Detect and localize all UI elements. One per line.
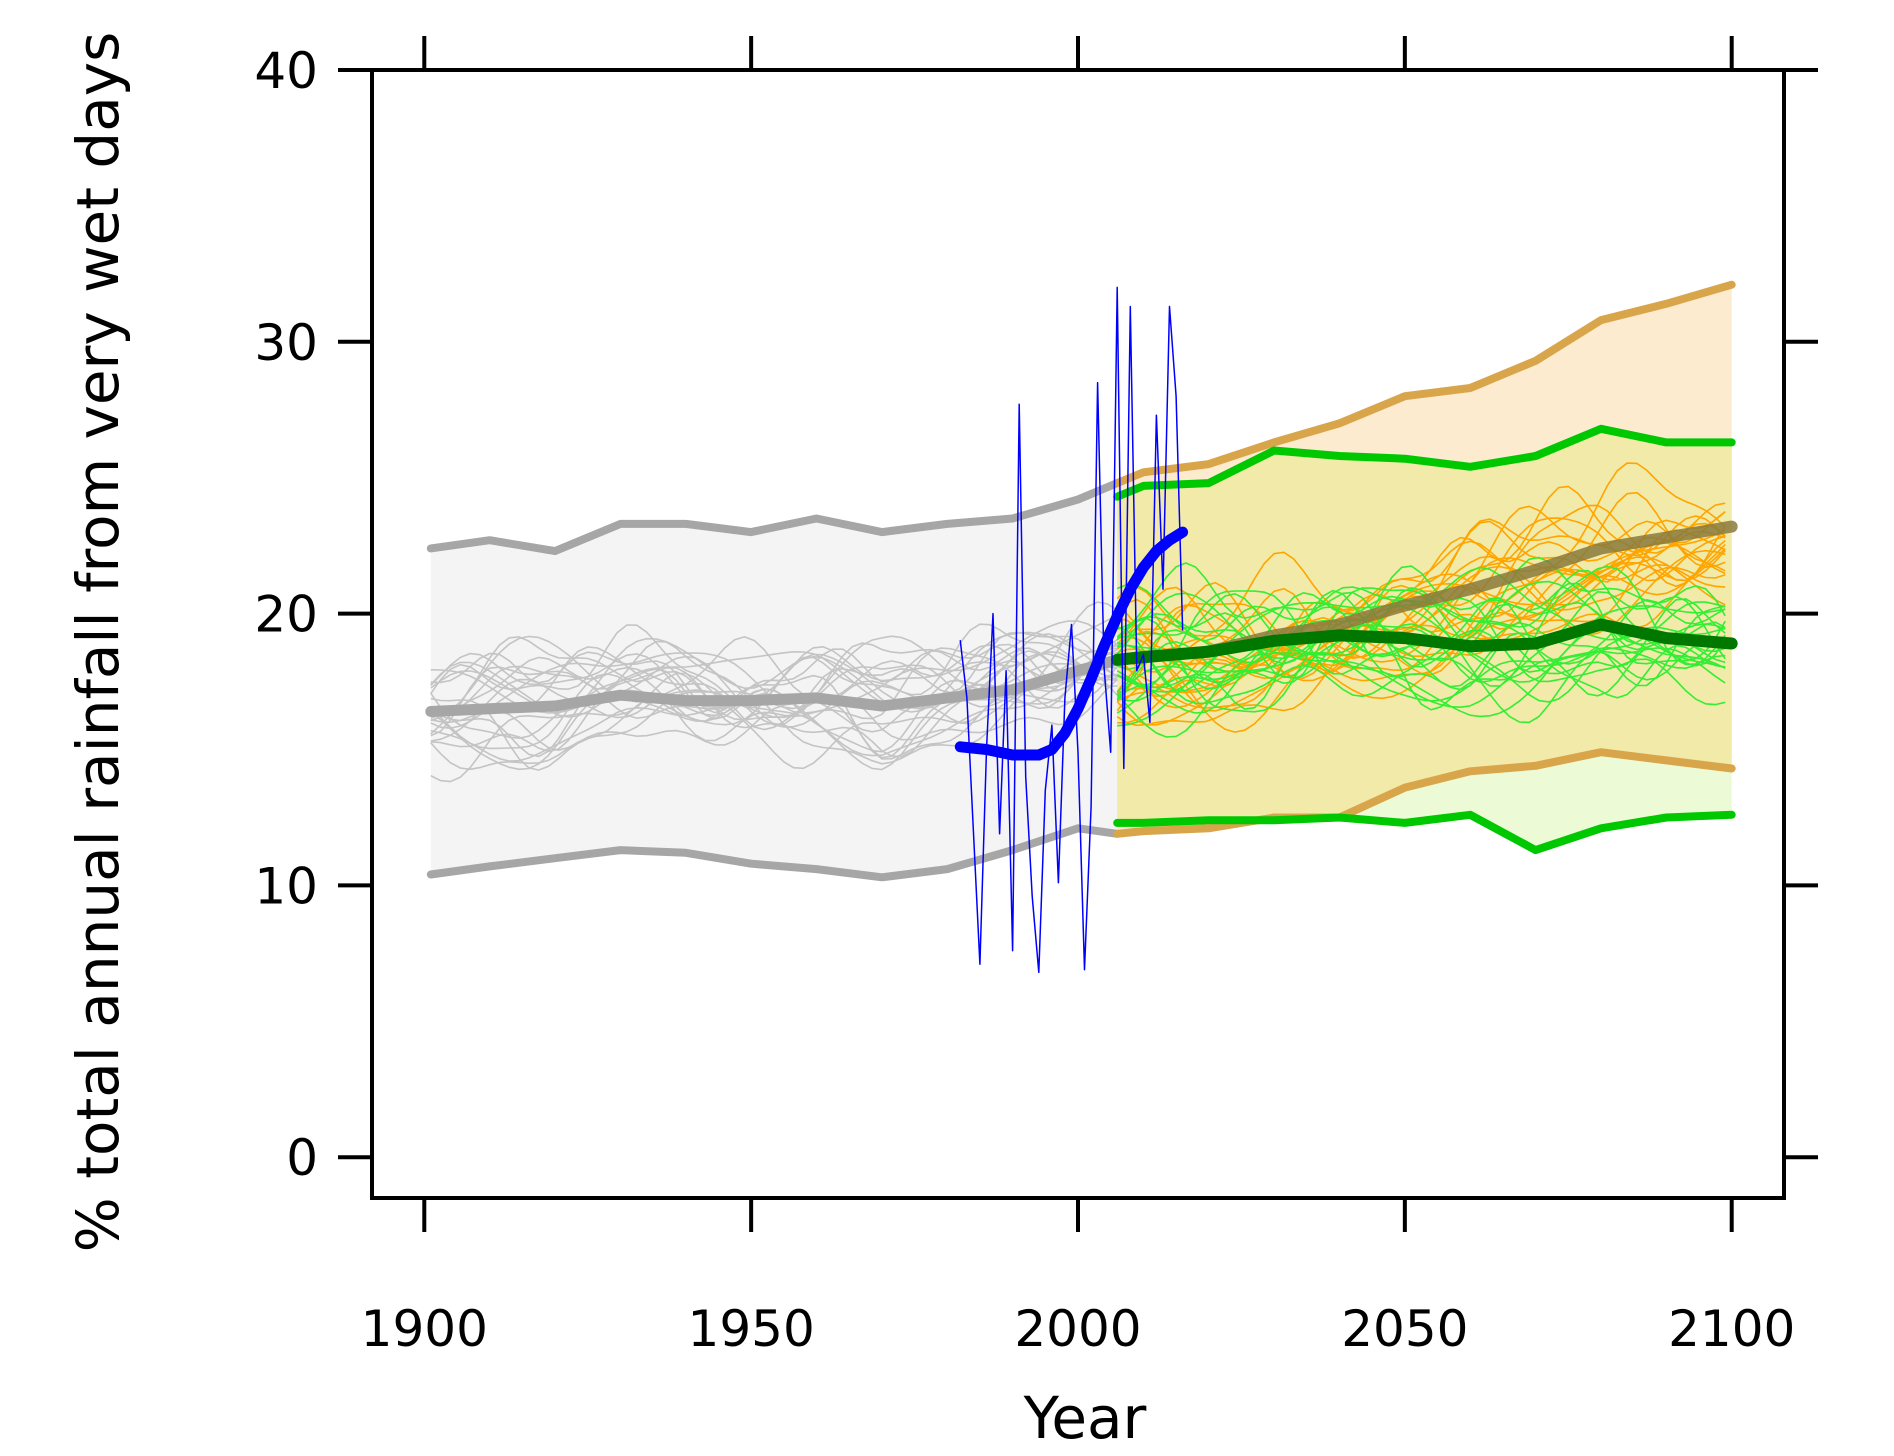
observed-annual-line (959, 286, 1184, 974)
rcp85-upper-line (1113, 280, 1736, 488)
rcp45-member-line (1116, 556, 1726, 668)
historical-member-line (430, 679, 1118, 752)
rcp85-member-line (1116, 529, 1726, 692)
rcp45-member-line (1116, 589, 1726, 700)
historical-upper-line (426, 479, 1122, 556)
y-tick-label: 40 (254, 42, 318, 100)
rcp45-member-line (1116, 580, 1726, 662)
summary-lines (425, 280, 1738, 974)
rcp45-member-line (1116, 601, 1726, 665)
historical-member-line (430, 623, 1118, 709)
rcp45-member-line (1116, 621, 1726, 711)
rcp85-lower-line (1113, 748, 1736, 838)
x-tick-label: 2100 (1668, 1300, 1795, 1358)
historical-member-line (430, 650, 1118, 758)
rcp45-median-line (1111, 618, 1738, 666)
rcp45-member-line (1116, 590, 1726, 693)
x-tick-label: 1950 (688, 1300, 815, 1358)
y-tick-label: 20 (254, 586, 318, 644)
observed-smoothed-line (954, 526, 1189, 761)
historical-member-line (430, 644, 1118, 709)
x-tick-label: 2000 (1014, 1300, 1141, 1358)
rcp45-member-line (1116, 624, 1726, 702)
x-axis-title: Year (1023, 1384, 1147, 1452)
rcp45-upper-line (1113, 424, 1736, 501)
rcp45-member-line (1116, 565, 1726, 687)
y-tick-label: 0 (286, 1129, 318, 1187)
axis-tick-labels: 1900 1950 2000 2050 2100 0 10 20 30 40 (254, 42, 1795, 1358)
y-axis-title: % total annual rainfall from very wet da… (64, 32, 132, 1253)
rcp45-member-line (1117, 569, 1726, 667)
rcp45-lower-line (1113, 810, 1736, 855)
x-tick-label: 2050 (1341, 1300, 1468, 1358)
x-tick-label: 1900 (361, 1300, 488, 1358)
historical-member-line (430, 601, 1118, 740)
historical-member-line (430, 651, 1118, 735)
rcp85-member-line (1116, 462, 1726, 673)
rcp45-member-line (1116, 647, 1726, 702)
historical-member-line (430, 648, 1118, 771)
rcp45-lower-range-band (1117, 752, 1732, 851)
rcp85-member-line (1117, 510, 1726, 668)
historical-member-line (430, 649, 1118, 771)
historical-member-line (430, 614, 1118, 714)
axis-ticks (338, 36, 1818, 1232)
historical-member-line (430, 643, 1118, 714)
historical-lower-line (426, 824, 1122, 882)
historical-member-line (430, 635, 1118, 722)
y-tick-label: 30 (254, 314, 318, 372)
y-tick-label: 10 (254, 857, 318, 915)
